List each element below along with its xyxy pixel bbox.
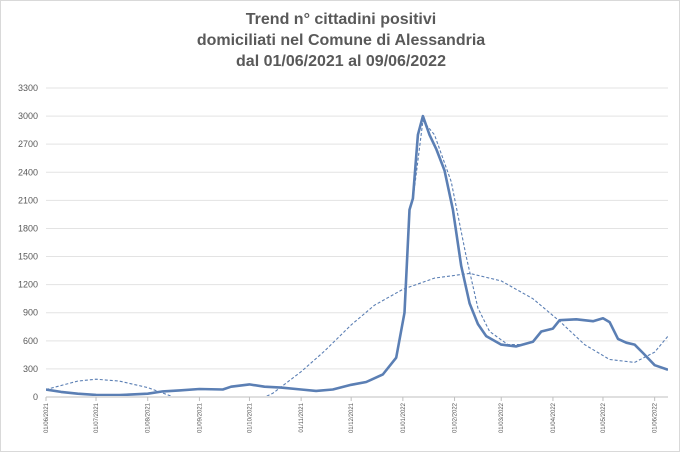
x-tick-label: 01/12/2021	[349, 402, 355, 433]
x-tick-label: 01/08/2021	[146, 402, 152, 433]
y-tick-label: 0	[33, 392, 38, 402]
y-tick-label: 1500	[18, 252, 38, 262]
x-tick-label: 01/07/2021	[94, 402, 100, 433]
y-tick-label: 2100	[18, 195, 38, 205]
y-tick-label: 1800	[18, 223, 38, 233]
y-tick-label: 3300	[18, 83, 38, 93]
chart-title-line-1: Trend n° cittadini positivi	[245, 11, 437, 28]
y-tick-label: 900	[23, 308, 38, 318]
y-tick-label: 3000	[18, 111, 38, 121]
x-tick-label: 01/10/2021	[247, 402, 253, 433]
y-tick-label: 300	[23, 364, 38, 374]
x-tick-label: 01/03/2022	[499, 402, 505, 433]
dashed-trend-line-1	[46, 272, 668, 396]
positives-line	[46, 114, 668, 396]
x-tick-label: 01/06/2022	[653, 402, 659, 433]
y-tick-label: 600	[23, 336, 38, 346]
chart-title-line-3: dal 01/06/2021 al 09/06/2022	[236, 53, 446, 70]
x-tick-label: 01/02/2022	[453, 402, 459, 433]
y-tick-label: 2400	[18, 167, 38, 177]
chart-title: Trend n° cittadini positivi domiciliati …	[1, 9, 680, 72]
dashed-trend-line-2	[412, 120, 525, 346]
x-tick-label: 01/04/2022	[551, 402, 557, 433]
x-tick-label: 01/09/2021	[197, 402, 203, 433]
x-tick-label: 01/01/2022	[401, 402, 407, 433]
chart-title-line-2: domiciliati nel Comune di Alessandria	[196, 32, 486, 49]
x-tick-label: 01/05/2022	[601, 402, 607, 433]
x-tick-label: 01/06/2021	[44, 402, 50, 433]
y-tick-label: 1200	[18, 280, 38, 290]
y-tick-label: 2700	[18, 139, 38, 149]
x-tick-label: 01/11/2021	[299, 402, 305, 432]
